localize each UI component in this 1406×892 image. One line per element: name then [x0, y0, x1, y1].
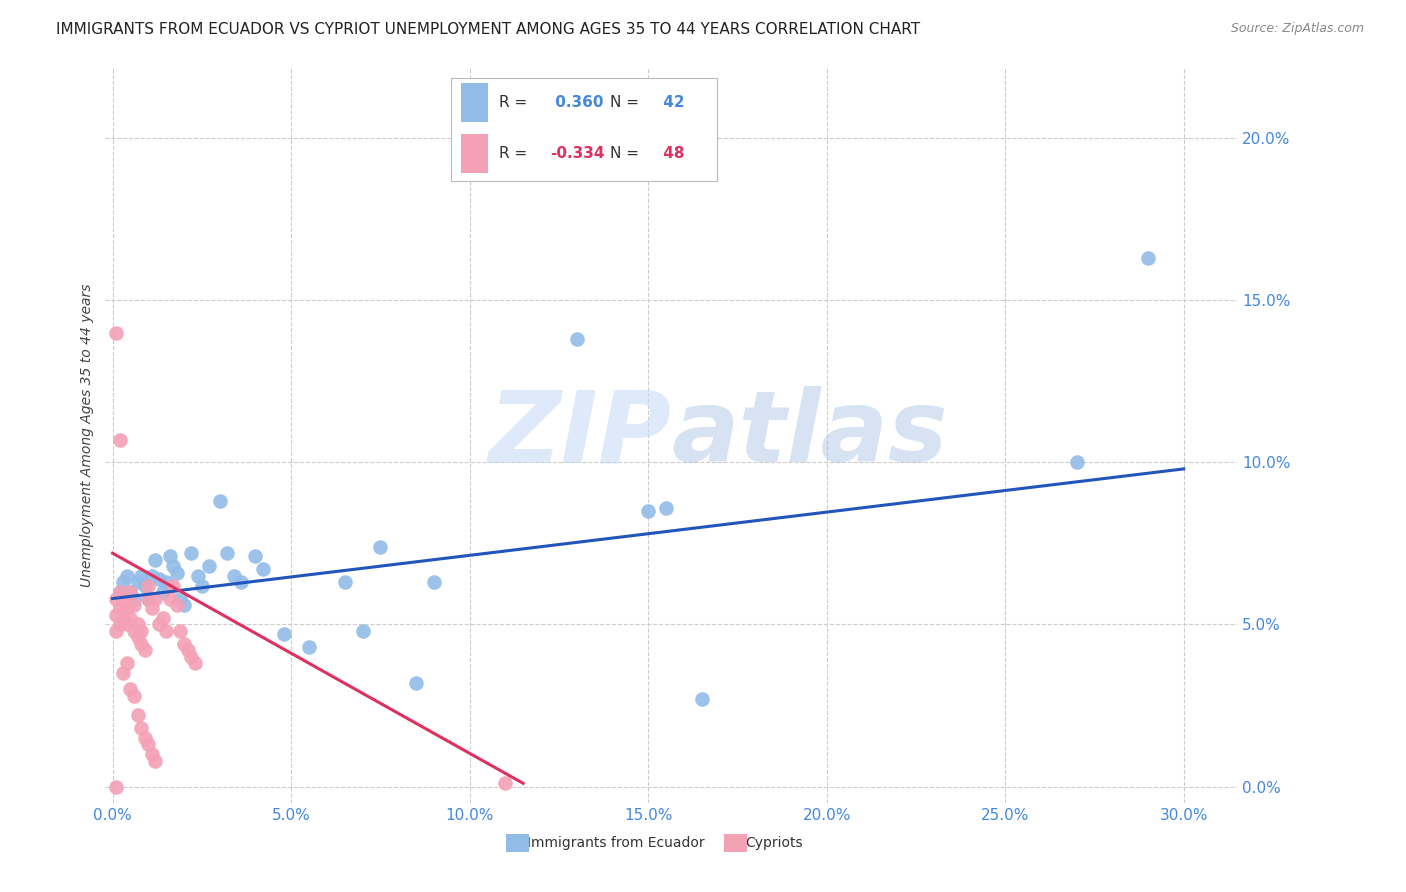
Point — [108, 433, 131, 447]
Point — [120, 611, 142, 625]
Point — [690, 692, 713, 706]
Point — [127, 708, 149, 723]
Point — [141, 747, 163, 761]
Point — [252, 562, 274, 576]
Point — [166, 566, 188, 580]
Point — [112, 591, 135, 606]
Point — [148, 617, 170, 632]
Point — [127, 617, 149, 632]
Point — [1137, 251, 1160, 265]
Point — [127, 631, 149, 645]
Point — [134, 578, 156, 592]
Point — [565, 332, 588, 346]
Point — [136, 591, 159, 606]
Point — [115, 569, 138, 583]
Point — [187, 569, 209, 583]
Point — [115, 617, 138, 632]
Point — [637, 504, 659, 518]
Point — [120, 585, 142, 599]
Point — [159, 549, 181, 564]
Point — [162, 578, 184, 592]
Point — [105, 591, 128, 606]
Point — [169, 624, 191, 638]
Point — [370, 540, 392, 554]
Point — [141, 569, 163, 583]
Point — [152, 611, 174, 625]
Point — [183, 657, 205, 671]
Text: Immigrants from Ecuador: Immigrants from Ecuador — [527, 836, 704, 850]
Point — [105, 326, 128, 340]
Point — [166, 598, 188, 612]
Text: Source: ZipAtlas.com: Source: ZipAtlas.com — [1230, 22, 1364, 36]
Point — [229, 575, 252, 590]
Point — [152, 585, 174, 599]
Text: IMMIGRANTS FROM ECUADOR VS CYPRIOT UNEMPLOYMENT AMONG AGES 35 TO 44 YEARS CORREL: IMMIGRANTS FROM ECUADOR VS CYPRIOT UNEMP… — [56, 22, 921, 37]
Point — [136, 591, 159, 606]
Point — [134, 643, 156, 657]
Point — [405, 676, 427, 690]
Point — [112, 575, 135, 590]
Point — [173, 598, 195, 612]
Point — [105, 624, 128, 638]
Point — [115, 657, 138, 671]
Point — [129, 569, 152, 583]
Point — [273, 627, 295, 641]
Point — [122, 598, 145, 612]
Text: ZIP: ZIP — [488, 386, 672, 483]
Point — [245, 549, 267, 564]
Point — [333, 575, 356, 590]
Point — [127, 575, 149, 590]
Point — [298, 640, 321, 655]
Point — [180, 546, 202, 560]
Point — [120, 682, 142, 697]
Point — [155, 575, 177, 590]
Point — [159, 591, 181, 606]
Point — [136, 738, 159, 752]
Point — [129, 637, 152, 651]
Point — [352, 624, 374, 638]
Point — [423, 575, 446, 590]
Point — [180, 649, 202, 664]
Point — [129, 721, 152, 735]
Point — [129, 624, 152, 638]
Point — [169, 591, 191, 606]
Point — [108, 585, 131, 599]
Point — [112, 666, 135, 681]
Point — [222, 569, 245, 583]
Point — [141, 601, 163, 615]
Point — [108, 617, 131, 632]
Point — [112, 611, 135, 625]
Point — [191, 578, 214, 592]
Point — [136, 578, 159, 592]
Point — [134, 731, 156, 745]
Point — [655, 500, 678, 515]
Point — [494, 776, 516, 790]
Text: Cypriots: Cypriots — [745, 836, 803, 850]
Point — [145, 591, 167, 606]
Point — [208, 494, 231, 508]
Point — [122, 591, 145, 606]
Y-axis label: Unemployment Among Ages 35 to 44 years: Unemployment Among Ages 35 to 44 years — [80, 283, 94, 587]
Point — [1066, 455, 1088, 469]
Point — [115, 601, 138, 615]
Point — [122, 624, 145, 638]
Point — [120, 585, 142, 599]
Text: atlas: atlas — [672, 386, 948, 483]
Point — [148, 572, 170, 586]
Point — [162, 559, 184, 574]
Point — [108, 601, 131, 615]
Point — [198, 559, 221, 574]
Point — [105, 607, 128, 622]
Point — [122, 689, 145, 703]
Point — [173, 637, 195, 651]
Point — [155, 624, 177, 638]
Point — [108, 585, 131, 599]
Point — [145, 552, 167, 566]
Point — [145, 754, 167, 768]
Point — [176, 643, 198, 657]
Point — [105, 780, 128, 794]
Point — [215, 546, 238, 560]
